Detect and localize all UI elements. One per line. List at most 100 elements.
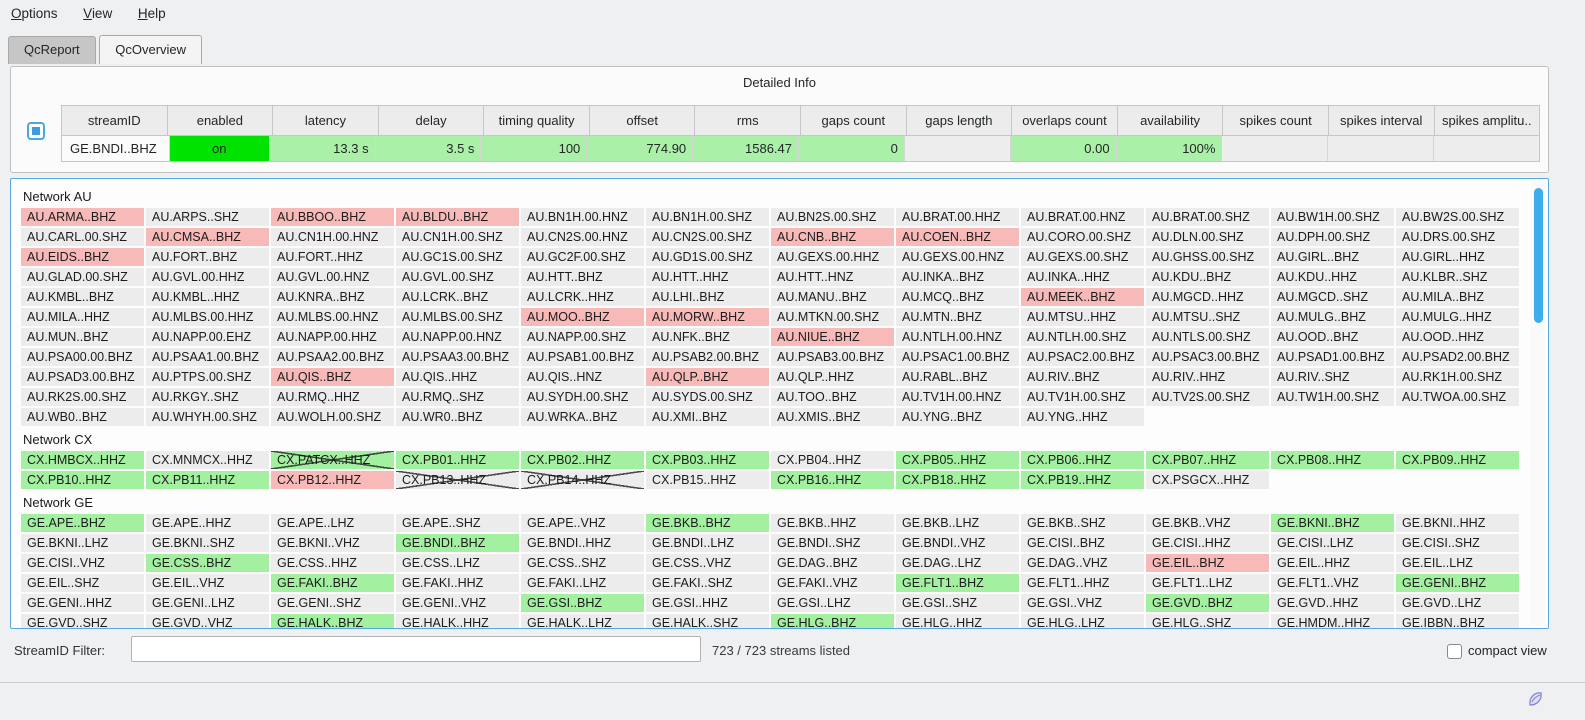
stream-cell[interactable]: AU.TW1H.00.SHZ (1271, 388, 1394, 406)
detail-col-header[interactable]: overlaps count (1012, 106, 1118, 136)
stream-cell[interactable]: GE.GENI..LHZ (146, 594, 269, 612)
stream-cell[interactable]: CX.PB02..HHZ (521, 451, 644, 469)
stream-cell[interactable]: GE.BKNI..LHZ (21, 534, 144, 552)
stream-cell[interactable]: AU.BW2S.00.SHZ (1396, 208, 1519, 226)
stream-cell[interactable]: GE.EIL..HHZ (1271, 554, 1394, 572)
stream-cell[interactable]: AU.FORT..BHZ (146, 248, 269, 266)
stream-cell[interactable]: GE.BKNI..VHZ (271, 534, 394, 552)
stream-cell[interactable]: AU.BRAT.00.SHZ (1146, 208, 1269, 226)
stream-cell[interactable]: AU.WOLH.00.SHZ (271, 408, 394, 426)
stream-cell[interactable]: GE.APE..SHZ (396, 514, 519, 532)
stream-cell[interactable]: AU.BN2S.00.SHZ (771, 208, 894, 226)
tab-qcreport[interactable]: QcReport (8, 36, 96, 64)
stream-cell[interactable]: GE.CSS..LHZ (396, 554, 519, 572)
stream-cell[interactable]: AU.GVL.00.SHZ (396, 268, 519, 286)
stream-cell[interactable]: AU.CORO.00.SHZ (1021, 228, 1144, 246)
stream-cell[interactable]: AU.MANU..BHZ (771, 288, 894, 306)
stream-cell[interactable]: GE.GVD..BHZ (1146, 594, 1269, 612)
stream-cell[interactable]: GE.GVD..SHZ (21, 614, 144, 628)
detail-col-header[interactable]: enabled (167, 106, 274, 136)
detail-col-header[interactable]: gaps count (801, 106, 907, 136)
stream-cell[interactable]: GE.BNDI..BHZ (396, 534, 519, 552)
stream-cell[interactable]: AU.NAPP.00.SHZ (521, 328, 644, 346)
stream-cell[interactable]: AU.MTN..BHZ (896, 308, 1019, 326)
stream-cell[interactable]: GE.HALK..BHZ (271, 614, 394, 628)
stream-cell[interactable]: GE.CISI..LHZ (1271, 534, 1394, 552)
detail-col-header[interactable]: spikes count (1223, 106, 1329, 136)
tab-qcoverview[interactable]: QcOverview (99, 35, 203, 64)
stream-cell[interactable]: AU.KDU..HHZ (1271, 268, 1394, 286)
stream-cell[interactable]: AU.KNRA..BHZ (271, 288, 394, 306)
stream-cell[interactable]: GE.BNDI..HHZ (521, 534, 644, 552)
stream-cell[interactable]: GE.GENI..BHZ (1396, 574, 1519, 592)
stream-cell[interactable]: AU.MUN..BHZ (21, 328, 144, 346)
stream-cell[interactable]: AU.QIS..BHZ (271, 368, 394, 386)
stream-cell[interactable]: GE.CISI..VHZ (21, 554, 144, 572)
detail-cell[interactable]: 3.5 s (375, 136, 482, 161)
stream-cell[interactable]: AU.KMBL..BHZ (21, 288, 144, 306)
stream-cell[interactable]: AU.PSAA3.00.BHZ (396, 348, 519, 366)
stream-cell[interactable]: AU.TV1H.00.SHZ (1021, 388, 1144, 406)
stream-cell[interactable]: GE.FAKI..LHZ (521, 574, 644, 592)
stream-cell[interactable]: AU.GEXS.00.SHZ (1021, 248, 1144, 266)
stream-cell[interactable]: AU.EIDS..BHZ (21, 248, 144, 266)
stream-cell[interactable]: GE.BKNI..SHZ (146, 534, 269, 552)
stream-cell[interactable]: AU.TWOA.00.SHZ (1396, 388, 1519, 406)
detail-col-header[interactable]: rms (695, 106, 802, 136)
stream-cell[interactable]: GE.HLG..LHZ (1021, 614, 1144, 628)
stream-cell[interactable]: CX.PB08..HHZ (1271, 451, 1394, 469)
stream-cell[interactable]: AU.NFK..BHZ (646, 328, 769, 346)
detail-cell[interactable] (1328, 136, 1435, 161)
stream-cell[interactable]: AU.CN1H.00.HNZ (271, 228, 394, 246)
stream-cell[interactable]: AU.WR0..BHZ (396, 408, 519, 426)
stream-cell[interactable]: AU.LHI..BHZ (646, 288, 769, 306)
stream-cell[interactable]: GE.APE..HHZ (146, 514, 269, 532)
stream-cell[interactable]: CX.PB13..HHZ (396, 471, 519, 489)
detail-col-header[interactable]: timing quality (484, 106, 590, 136)
stream-cell[interactable]: AU.PSAA1.00.BHZ (146, 348, 269, 366)
stream-cell[interactable]: AU.BN1H.00.SHZ (646, 208, 769, 226)
stream-cell[interactable]: AU.GD1S.00.SHZ (646, 248, 769, 266)
stream-cell[interactable]: GE.GSI..BHZ (521, 594, 644, 612)
stream-cell[interactable]: GE.BNDI..VHZ (896, 534, 1019, 552)
stream-cell[interactable]: GE.BKNI..BHZ (1271, 514, 1394, 532)
detail-cell[interactable]: on (169, 136, 270, 161)
stream-cell[interactable]: AU.NAPP.00.HHZ (271, 328, 394, 346)
detail-col-header[interactable]: streamID (62, 106, 168, 136)
stream-cell[interactable]: AU.CNB..BHZ (771, 228, 894, 246)
stream-cell[interactable]: AU.GVL.00.HNZ (271, 268, 394, 286)
stream-cell[interactable]: AU.XMI..BHZ (646, 408, 769, 426)
stream-cell[interactable]: AU.QLP..HHZ (771, 368, 894, 386)
detail-cell[interactable] (1434, 136, 1540, 161)
stream-cell[interactable]: AU.CARL.00.SHZ (21, 228, 144, 246)
stream-cell[interactable]: AU.MEEK..BHZ (1021, 288, 1144, 306)
stream-cell[interactable]: AU.PSAD3.00.BHZ (21, 368, 144, 386)
stream-cell[interactable]: AU.QLP..BHZ (646, 368, 769, 386)
stream-cell[interactable]: AU.NIUE..BHZ (771, 328, 894, 346)
detail-cell[interactable]: 13.3 s (269, 136, 376, 161)
stream-cell[interactable]: AU.YNG..HHZ (1021, 408, 1144, 426)
detail-cell[interactable]: 1586.47 (693, 136, 800, 161)
stream-cell[interactable]: CX.PB03..HHZ (646, 451, 769, 469)
stream-cell[interactable]: AU.MILA..HHZ (21, 308, 144, 326)
scrollbar-thumb[interactable] (1534, 188, 1543, 323)
detail-cell[interactable]: 774.90 (587, 136, 694, 161)
stream-cell[interactable]: AU.DPH.00.SHZ (1271, 228, 1394, 246)
stream-cell[interactable]: GE.CISI..SHZ (1396, 534, 1519, 552)
stream-cell[interactable]: AU.GEXS.00.HHZ (771, 248, 894, 266)
stream-cell[interactable]: AU.MCQ..BHZ (896, 288, 1019, 306)
stream-cell[interactable]: GE.HALK..LHZ (521, 614, 644, 628)
stream-cell[interactable]: GE.GVD..HHZ (1271, 594, 1394, 612)
stream-cell[interactable]: GE.HLG..SHZ (1146, 614, 1269, 628)
stream-cell[interactable]: GE.BKB..VHZ (1146, 514, 1269, 532)
stream-cell[interactable]: AU.PSAC1.00.BHZ (896, 348, 1019, 366)
stream-cell[interactable]: AU.PSAB2.00.BHZ (646, 348, 769, 366)
stream-cell[interactable]: AU.RMQ..HHZ (271, 388, 394, 406)
stream-cell[interactable]: AU.MLBS.00.SHZ (396, 308, 519, 326)
stream-cell[interactable]: AU.PSAB1.00.BHZ (521, 348, 644, 366)
stream-cell[interactable]: AU.CMSA..BHZ (146, 228, 269, 246)
stream-cell[interactable]: AU.WHYH.00.SHZ (146, 408, 269, 426)
detail-cell[interactable]: 100% (1116, 136, 1223, 161)
stream-cell[interactable]: GE.GENI..HHZ (21, 594, 144, 612)
stream-cell[interactable]: AU.SYDH.00.SHZ (521, 388, 644, 406)
